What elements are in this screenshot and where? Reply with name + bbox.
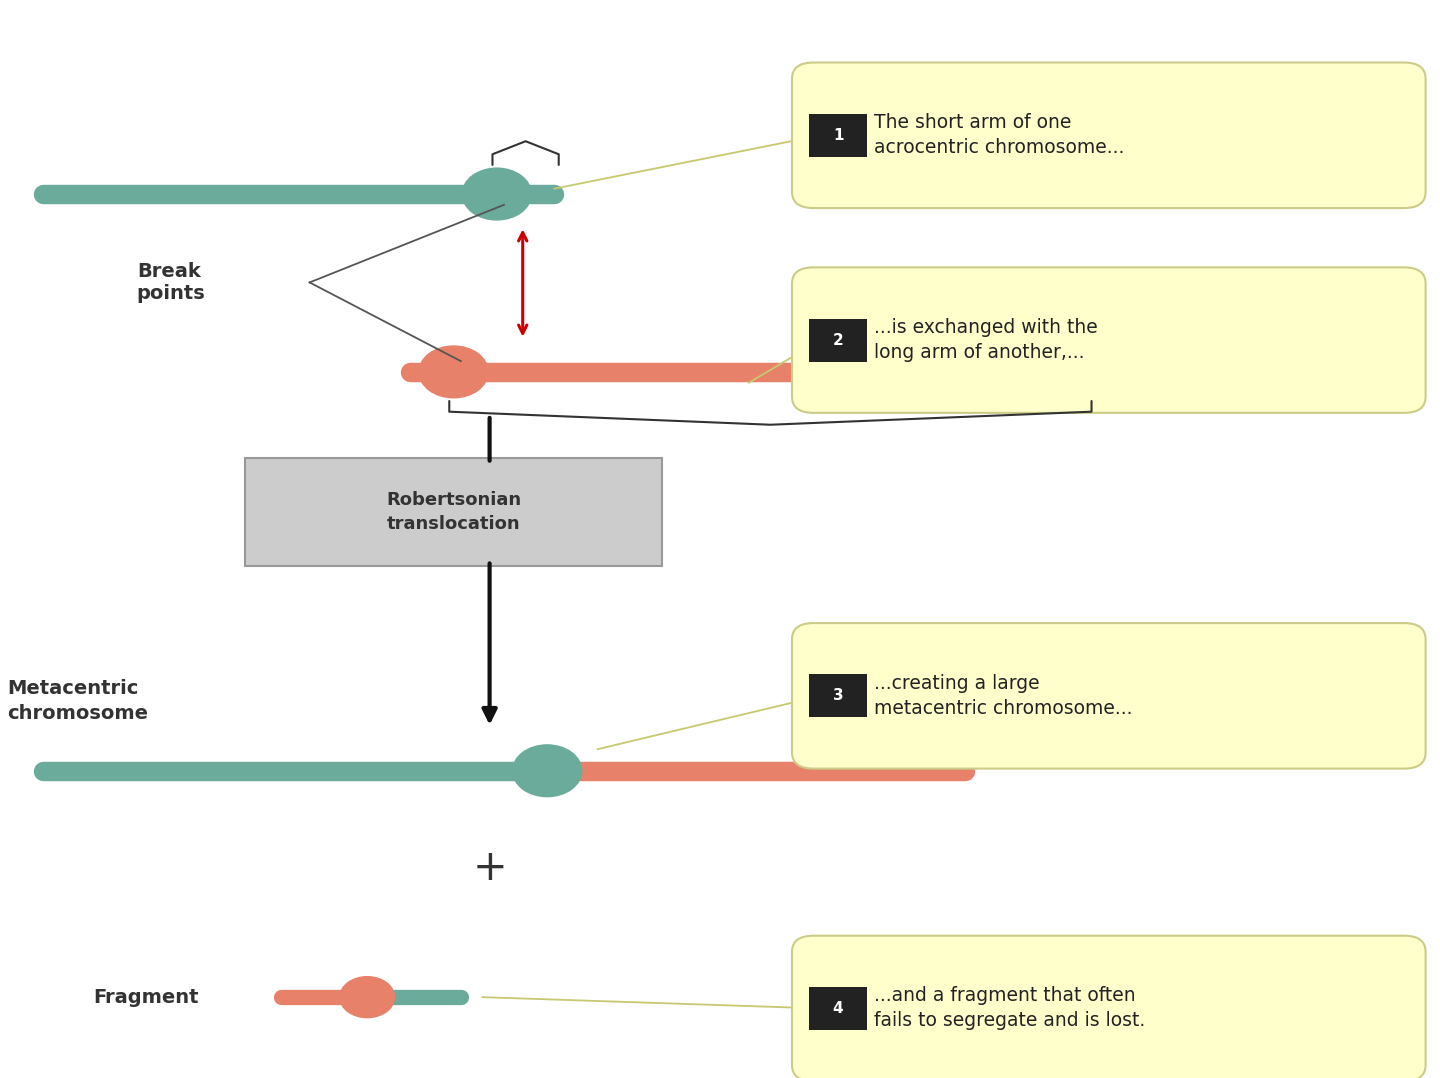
Text: 1: 1 xyxy=(832,128,844,142)
Text: +: + xyxy=(472,847,507,888)
Text: ...is exchanged with the
long arm of another,...: ...is exchanged with the long arm of ano… xyxy=(874,318,1097,362)
FancyBboxPatch shape xyxy=(809,987,867,1031)
Text: Fragment: Fragment xyxy=(94,987,199,1007)
Text: ...and a fragment that often
fails to segregate and is lost.: ...and a fragment that often fails to se… xyxy=(874,986,1145,1031)
FancyBboxPatch shape xyxy=(792,63,1426,208)
Text: ...creating a large
metacentric chromosome...: ...creating a large metacentric chromoso… xyxy=(874,674,1133,718)
FancyBboxPatch shape xyxy=(809,114,867,157)
Circle shape xyxy=(513,745,582,797)
Text: Robertsonian
translocation: Robertsonian translocation xyxy=(386,492,521,533)
Circle shape xyxy=(419,346,488,398)
FancyBboxPatch shape xyxy=(792,267,1426,413)
Text: 2: 2 xyxy=(832,333,844,347)
FancyBboxPatch shape xyxy=(792,936,1426,1078)
FancyBboxPatch shape xyxy=(245,458,662,566)
Text: The short arm of one
acrocentric chromosome...: The short arm of one acrocentric chromos… xyxy=(874,113,1125,157)
Text: 4: 4 xyxy=(832,1001,844,1015)
Circle shape xyxy=(340,977,395,1018)
Circle shape xyxy=(462,168,531,220)
Text: Break
points: Break points xyxy=(137,262,206,303)
Text: Metacentric
chromosome: Metacentric chromosome xyxy=(7,679,148,722)
FancyBboxPatch shape xyxy=(809,319,867,362)
FancyBboxPatch shape xyxy=(792,623,1426,769)
FancyBboxPatch shape xyxy=(809,675,867,718)
Text: 3: 3 xyxy=(832,689,844,703)
